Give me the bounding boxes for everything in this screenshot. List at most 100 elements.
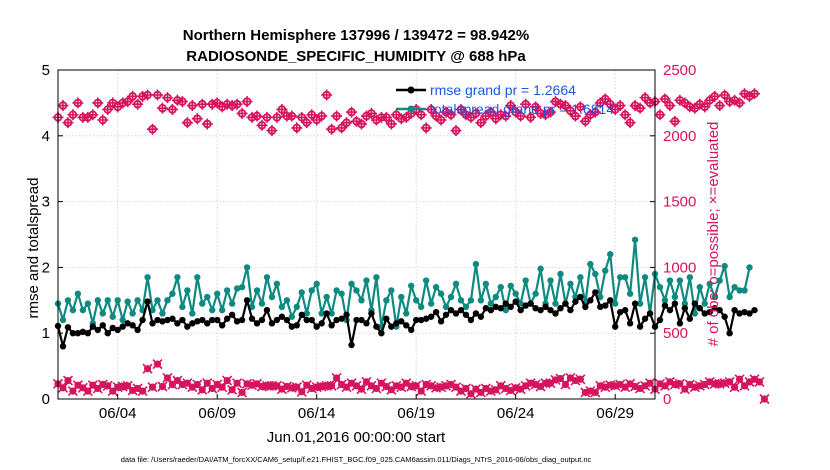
obs-possible-point-cross	[554, 98, 566, 110]
totalspread-point	[253, 287, 261, 294]
rmse-point	[686, 315, 694, 322]
obs-possible-point-cross	[296, 111, 308, 123]
obs-possible-point-cross	[355, 118, 367, 130]
rmse-point	[626, 320, 634, 327]
rmse-point	[313, 323, 320, 330]
totalspread-point	[74, 290, 82, 297]
rmse-point	[592, 289, 599, 296]
rmse-point	[74, 330, 82, 337]
totalspread-point	[134, 297, 141, 304]
obs-possible-point-cross	[714, 100, 726, 112]
totalspread-point	[114, 297, 121, 304]
rmse-point	[462, 311, 470, 318]
obs-evaluated-point-cross	[137, 386, 148, 397]
rmse-point	[671, 300, 679, 307]
rmse-point	[666, 306, 674, 314]
rmse-point	[522, 302, 529, 309]
obs-possible-point-cross	[395, 113, 407, 125]
totalspread-point	[437, 290, 445, 297]
x-tick-label: 06/14	[298, 405, 336, 422]
plot-frame	[57, 69, 656, 400]
rmse-point	[726, 330, 733, 337]
totalspread-point	[348, 280, 355, 288]
obs-possible-point-cross	[485, 106, 497, 118]
x-tick-label: 06/29	[596, 405, 634, 422]
totalspread-point	[741, 287, 748, 294]
data-file-footer: data file: /Users/raeder/DAI/ATM_forcXX/…	[121, 455, 592, 464]
right-axis-label: # of obs: o=possible; ×=evaluated	[705, 122, 722, 347]
obs-evaluated-point-cross	[575, 374, 586, 385]
totalspread-point	[547, 277, 554, 284]
rmse-point	[482, 304, 490, 312]
totalspread-point	[572, 293, 579, 301]
rmse-point	[59, 343, 67, 350]
rmse-point	[636, 323, 644, 330]
rmse-point	[179, 316, 186, 324]
obs-possible-point-cross	[639, 92, 651, 104]
totalspread-point	[169, 290, 176, 297]
obs-possible-point-cross	[599, 93, 611, 105]
rmse-point	[492, 303, 499, 311]
obs-possible-point-cross	[87, 109, 99, 121]
totalspread-point	[159, 310, 166, 317]
obs-possible-point-cross	[385, 118, 397, 130]
obs-possible-point-cross	[659, 93, 671, 105]
obs-evaluated-point-cross	[237, 387, 248, 398]
totalspread-point	[477, 297, 485, 304]
obs-possible-point-cross	[604, 98, 616, 110]
rmse-point	[612, 323, 619, 330]
obs-possible-point-cross	[57, 100, 69, 112]
totalspread-point	[313, 280, 320, 288]
rmse-point	[169, 315, 176, 322]
totalspread-point	[602, 267, 609, 274]
rmse-point	[194, 318, 201, 325]
obs-possible-point-cross	[72, 97, 84, 109]
totalspread-point	[223, 287, 231, 294]
totalspread-point	[233, 285, 241, 292]
rmse-point	[114, 326, 121, 334]
rmse-point	[109, 324, 116, 332]
totalspread-point	[303, 310, 310, 317]
rmse-point	[562, 300, 569, 307]
obs-possible-point-cross	[564, 105, 576, 117]
rmse-point	[437, 318, 445, 325]
obs-possible-point-cross	[201, 118, 213, 130]
rmse-point	[547, 306, 554, 314]
obs-possible-point-cross	[226, 100, 238, 112]
totalspread-point	[467, 297, 475, 304]
totalspread-point	[238, 283, 246, 291]
totalspread-point	[487, 300, 495, 307]
obs-possible-point-cross	[579, 115, 591, 127]
rmse-point	[353, 316, 360, 324]
obs-possible-point-cross	[321, 89, 333, 101]
rmse-point	[268, 320, 276, 327]
totalspread-point	[552, 300, 559, 307]
obs-evaluated-point-cross	[356, 384, 367, 395]
obs-possible-point-cross	[624, 117, 636, 129]
rmse-point	[64, 324, 72, 331]
rmse-point	[432, 308, 440, 316]
obs-possible-point-cross	[569, 110, 581, 122]
rmse-point	[487, 306, 495, 314]
obs-possible-point-cross	[535, 107, 547, 119]
totalspread-point	[726, 293, 733, 301]
right-tick-label: 2000	[663, 128, 696, 145]
totalspread-point	[706, 280, 713, 288]
right-tick-label: 1500	[663, 194, 696, 211]
totalspread-point	[641, 274, 649, 281]
obs-evaluated-point-cross	[152, 359, 163, 370]
totalspread-point	[333, 287, 340, 294]
rmse-point	[209, 316, 216, 324]
rmse-point	[343, 311, 350, 318]
totalspread-point	[447, 293, 455, 301]
totalspread-point	[69, 306, 77, 314]
obs-evaluated-point-cross	[296, 386, 307, 397]
obs-possible-point-cross	[664, 100, 676, 112]
obs-possible-point-cross	[530, 101, 542, 113]
rmse-point	[189, 320, 196, 327]
rmse-point	[572, 298, 579, 305]
obs-possible-point-cross	[191, 113, 203, 125]
obs-possible-point-cross	[326, 123, 338, 135]
totalspread-point	[492, 293, 499, 301]
obs-possible-point-cross	[574, 101, 586, 113]
